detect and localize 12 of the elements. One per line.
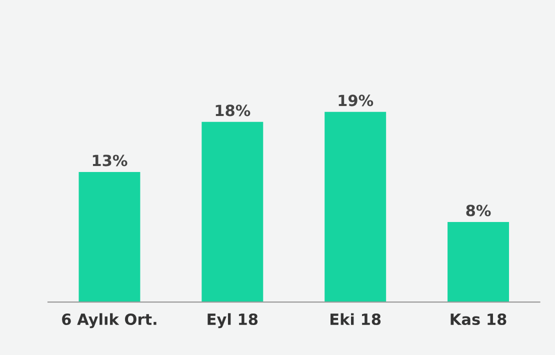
x-tick-label: Eki 18 (330, 313, 381, 326)
x-tick-label: Kas 18 (450, 313, 506, 326)
data-label: 18% (216, 104, 250, 116)
bar (78, 172, 140, 302)
bar (202, 122, 264, 302)
data-label: 13% (92, 154, 128, 166)
x-tick-label: Eyl 18 (208, 313, 258, 328)
bar (324, 112, 386, 302)
data-label: 19% (338, 94, 374, 106)
x-tick-label: 6 Aylık Ort. (62, 313, 156, 328)
bar (448, 222, 510, 302)
data-label: 8% (466, 204, 491, 216)
